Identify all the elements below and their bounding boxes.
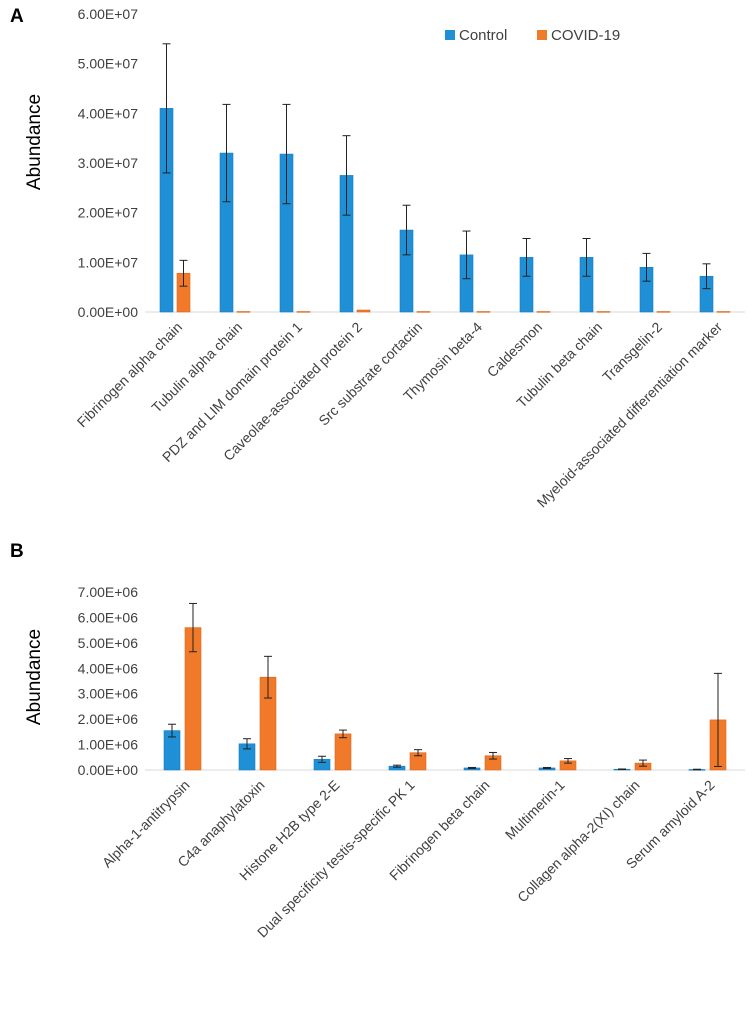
legend-swatch-control [445,30,455,40]
legend-label-control: Control [459,27,507,44]
bar-covid [596,311,611,313]
y-tick-label-a: 4.00E+07 [78,105,139,121]
category-label-a: Transgelin-2 [599,319,665,385]
y-tick-label-b: 3.00E+06 [78,686,139,702]
chart-panel-b: B Abundance 0.00E+00 1.00E+06 2.00E+06 3.00… [10,541,745,941]
bar-covid [476,311,491,313]
category-label-b: Multimerin-1 [502,777,568,843]
y-tick-label-b: 6.00E+06 [78,609,139,625]
bar-covid [656,311,671,313]
y-axis-label-a: Abundance [24,94,45,190]
bar-covid [334,733,352,771]
y-tick-label-b: 7.00E+06 [78,584,139,600]
y-tick-label-a: 6.00E+07 [78,6,139,22]
y-axis-label-b: Abundance [24,629,45,725]
y-tick-label-b: 1.00E+06 [78,737,139,753]
y-tick-label-a: 5.00E+07 [78,56,139,72]
bar-covid [236,311,251,313]
legend-label-covid: COVID-19 [551,27,620,44]
y-tick-label-b: 2.00E+06 [78,711,139,727]
legend: Control COVID-19 [445,27,620,44]
y-tick-label-b: 4.00E+06 [78,660,139,676]
bar-covid [296,311,311,313]
y-tick-label-b: 0.00E+00 [78,762,139,778]
category-label-a: Caldesmon [484,319,545,380]
y-tick-label-a: 2.00E+07 [78,205,139,221]
bar-covid [536,311,551,313]
bar-covid [416,311,431,313]
y-tick-label-b: 5.00E+06 [78,635,139,651]
category-label-b: Dual specificity testis-specific PK 1 [254,777,418,941]
category-label-a: Fibrinogen alpha chain [74,319,185,430]
panel-label-b: B [10,541,24,562]
y-tick-label-a: 3.00E+07 [78,155,139,171]
bar-covid [716,311,731,313]
panel-label-a: A [10,6,24,27]
bar-covid [356,309,371,313]
legend-swatch-covid [537,30,547,40]
y-tick-label-a: 0.00E+00 [78,304,139,320]
category-label-a: Src substrate cortactin [315,319,425,429]
category-label-b: Collagen alpha-2(XI) chain [514,777,643,906]
y-tick-label-a: 1.00E+07 [78,254,139,270]
chart-panel-a: A Abundance Control COVID-19 0.00E+00 1.0… [10,6,745,510]
